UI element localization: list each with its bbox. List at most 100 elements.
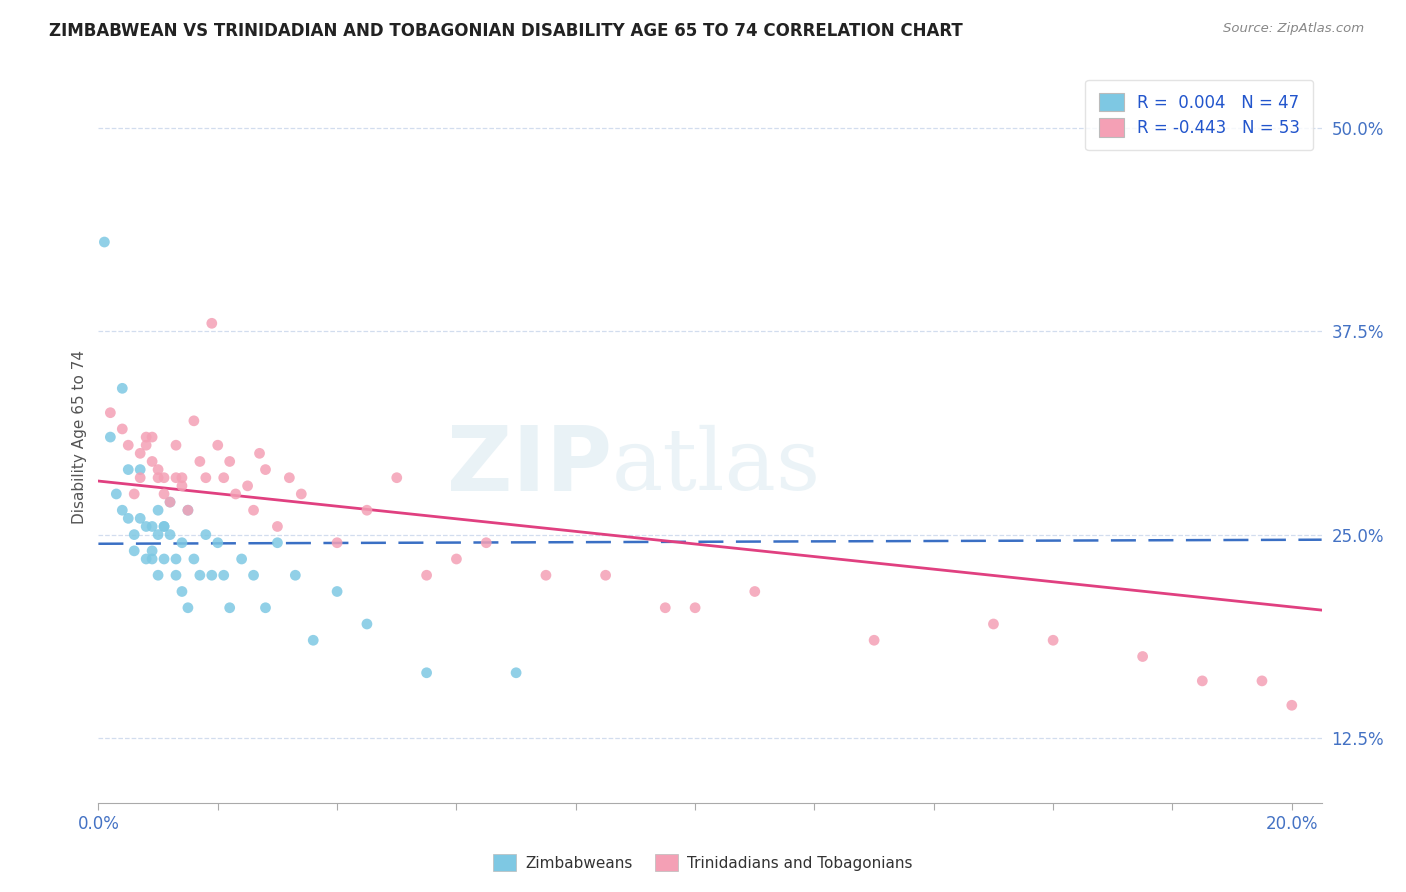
Point xyxy=(159,495,181,509)
Point xyxy=(165,552,187,566)
Point xyxy=(135,552,157,566)
Point xyxy=(290,487,312,501)
Point xyxy=(129,462,152,476)
Point xyxy=(183,414,205,428)
Point xyxy=(266,519,288,533)
Point xyxy=(254,600,277,615)
Point xyxy=(194,471,217,485)
Point xyxy=(153,519,176,533)
Point xyxy=(201,316,224,330)
Point xyxy=(165,471,187,485)
Point xyxy=(129,511,152,525)
Point xyxy=(146,568,169,582)
Point xyxy=(141,430,163,444)
Point xyxy=(141,454,163,468)
Point xyxy=(111,381,134,395)
Point xyxy=(177,600,200,615)
Text: atlas: atlas xyxy=(612,425,821,508)
Point xyxy=(98,406,121,420)
Point xyxy=(188,454,211,468)
Point xyxy=(98,430,121,444)
Point xyxy=(141,552,163,566)
Text: Source: ZipAtlas.com: Source: ZipAtlas.com xyxy=(1223,22,1364,36)
Point xyxy=(201,568,224,582)
Point xyxy=(356,503,378,517)
Point xyxy=(415,568,437,582)
Point xyxy=(170,479,193,493)
Point xyxy=(983,617,1005,632)
Point xyxy=(1042,633,1064,648)
Point xyxy=(111,422,134,436)
Point xyxy=(141,544,163,558)
Point xyxy=(683,600,706,615)
Point xyxy=(129,471,152,485)
Text: ZIMBABWEAN VS TRINIDADIAN AND TOBAGONIAN DISABILITY AGE 65 TO 74 CORRELATION CHA: ZIMBABWEAN VS TRINIDADIAN AND TOBAGONIAN… xyxy=(49,22,963,40)
Point xyxy=(122,544,145,558)
Point xyxy=(326,535,349,549)
Point xyxy=(177,503,200,517)
Legend: Zimbabweans, Trinidadians and Tobagonians: Zimbabweans, Trinidadians and Tobagonian… xyxy=(486,848,920,877)
Point xyxy=(135,519,157,533)
Point xyxy=(117,462,139,476)
Point xyxy=(177,503,200,517)
Point xyxy=(254,462,277,476)
Point xyxy=(146,471,169,485)
Point xyxy=(475,535,498,549)
Point xyxy=(242,568,264,582)
Point xyxy=(170,584,193,599)
Point xyxy=(446,552,468,566)
Point xyxy=(117,511,139,525)
Point xyxy=(146,503,169,517)
Point xyxy=(595,568,617,582)
Point xyxy=(105,487,128,501)
Point xyxy=(302,633,325,648)
Point xyxy=(153,487,176,501)
Point xyxy=(117,438,139,452)
Point xyxy=(218,600,240,615)
Point xyxy=(111,503,134,517)
Point xyxy=(135,438,157,452)
Point xyxy=(122,487,145,501)
Point xyxy=(207,535,229,549)
Point xyxy=(194,527,217,541)
Point xyxy=(146,527,169,541)
Point xyxy=(122,527,145,541)
Legend: R =  0.004   N = 47, R = -0.443   N = 53: R = 0.004 N = 47, R = -0.443 N = 53 xyxy=(1085,79,1313,151)
Point xyxy=(505,665,527,680)
Point xyxy=(266,535,288,549)
Point xyxy=(135,430,157,444)
Point xyxy=(170,471,193,485)
Point xyxy=(326,584,349,599)
Point xyxy=(170,535,193,549)
Point xyxy=(141,519,163,533)
Point xyxy=(356,617,378,632)
Point xyxy=(415,665,437,680)
Point xyxy=(284,568,307,582)
Text: ZIP: ZIP xyxy=(447,422,612,510)
Point xyxy=(183,552,205,566)
Y-axis label: Disability Age 65 to 74: Disability Age 65 to 74 xyxy=(72,350,87,524)
Point xyxy=(93,235,115,249)
Point xyxy=(1191,673,1213,688)
Point xyxy=(1132,649,1154,664)
Point xyxy=(225,487,247,501)
Point xyxy=(249,446,271,460)
Point xyxy=(236,479,259,493)
Point xyxy=(129,446,152,460)
Point xyxy=(165,568,187,582)
Point xyxy=(654,600,676,615)
Point xyxy=(534,568,557,582)
Point xyxy=(153,471,176,485)
Point xyxy=(863,633,886,648)
Point xyxy=(385,471,408,485)
Point xyxy=(1251,673,1274,688)
Point xyxy=(212,471,235,485)
Point xyxy=(207,438,229,452)
Point xyxy=(242,503,264,517)
Point xyxy=(744,584,766,599)
Point xyxy=(153,519,176,533)
Point xyxy=(153,552,176,566)
Point xyxy=(212,568,235,582)
Point xyxy=(218,454,240,468)
Point xyxy=(159,495,181,509)
